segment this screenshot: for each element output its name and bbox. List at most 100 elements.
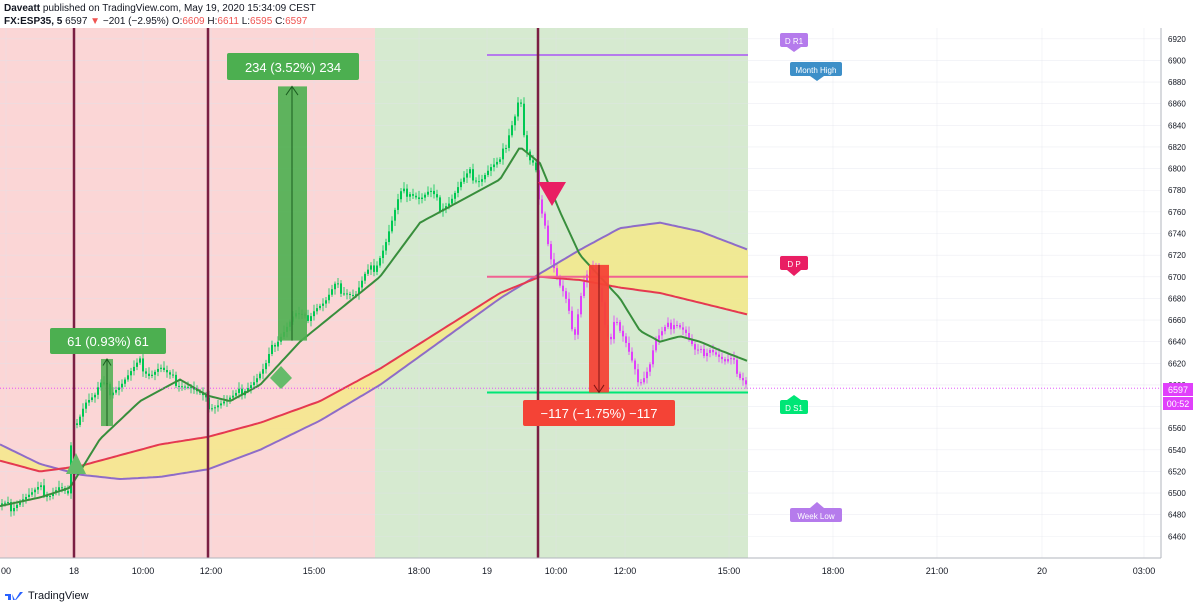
price-tick-label: 6740 — [1168, 230, 1186, 239]
candle-body — [712, 350, 714, 353]
candle-body — [181, 386, 183, 388]
last-price: 6597 — [65, 16, 88, 27]
candle-body — [145, 371, 147, 374]
candle-body — [637, 369, 639, 383]
candle-body — [373, 265, 375, 272]
footer: TradingView — [4, 590, 89, 602]
candle-body — [337, 283, 339, 285]
candle-body — [652, 350, 654, 365]
candle-body — [658, 335, 660, 340]
high-label: H: — [207, 16, 218, 27]
candle-body — [61, 487, 63, 489]
author-name[interactable]: Daveatt — [4, 3, 41, 14]
candle-body — [718, 354, 720, 357]
measure-label-up-small[interactable]: 61 (0.93%) 61 — [50, 328, 166, 354]
time-axis[interactable]: 00 18 10:00 12:00 15:00 18:00 19 10:00 12:00 15:0… — [1, 566, 1155, 576]
candle-body — [172, 374, 174, 376]
candle-body — [130, 371, 132, 376]
tradingview-logo-icon[interactable] — [4, 591, 24, 601]
brand-name[interactable]: TradingView — [28, 590, 89, 602]
candle-body — [7, 502, 9, 504]
low-value: 6595 — [250, 16, 273, 27]
candle-body — [187, 386, 189, 388]
price-change: −201 (−2.95%) — [102, 16, 170, 27]
candle-body — [316, 308, 318, 312]
level-flag-week-low[interactable]: Week Low — [790, 502, 842, 522]
ma-cloud — [0, 222, 748, 480]
low-label: L: — [241, 16, 251, 27]
candle-body — [619, 322, 621, 331]
candle-body — [238, 388, 240, 393]
time-tick-label: 18:00 — [822, 566, 845, 576]
candle-body — [562, 285, 564, 292]
level-flag-r1[interactable]: D R1 — [780, 33, 808, 52]
candle-body — [640, 382, 642, 384]
candle-body — [376, 265, 378, 272]
chart-header: Daveatt published on TradingView.com, Ma… — [4, 2, 316, 28]
entry-diamond[interactable] — [270, 366, 292, 389]
candle-body — [250, 385, 252, 389]
candle-body — [241, 388, 243, 396]
arrow-up-icon — [285, 85, 299, 96]
candle-body — [67, 490, 69, 494]
candle-body — [4, 502, 6, 504]
level-flag-month-high[interactable]: Month High — [790, 62, 842, 81]
candle-body — [628, 342, 630, 352]
candle-body — [313, 311, 315, 317]
candle-body — [700, 348, 702, 350]
candle-body — [220, 403, 222, 406]
published-info: published on TradingView.com, May 19, 20… — [42, 3, 316, 14]
candle-body — [379, 258, 381, 266]
candle-body — [265, 363, 267, 370]
candle-body — [154, 371, 156, 375]
candle-body — [646, 371, 648, 379]
candle-body — [166, 370, 168, 373]
candle-body — [151, 374, 153, 376]
candle-body — [346, 293, 348, 295]
candle-body — [382, 250, 384, 259]
candle-body — [430, 190, 432, 192]
candle-body — [79, 416, 81, 425]
price-axis[interactable]: 6920 6900 6880 6860 6840 6820 6800 6780 6760 6740… — [1168, 35, 1186, 542]
candle-body — [697, 349, 699, 351]
candle-body — [10, 502, 12, 512]
price-tick-label: 6700 — [1168, 273, 1186, 282]
candle-body — [268, 354, 270, 364]
candle-body — [586, 274, 588, 283]
measure-label-down[interactable]: −117 (−1.75%) −117 — [523, 400, 675, 426]
candle-body — [319, 305, 321, 309]
sell-signal-triangle[interactable] — [538, 182, 566, 206]
candle-body — [259, 373, 261, 379]
candle-body — [457, 187, 459, 193]
candle-body — [256, 378, 258, 383]
time-tick-label: 21:00 — [926, 566, 949, 576]
level-flag-pivot[interactable]: D P — [780, 256, 808, 276]
candle-body — [352, 294, 354, 296]
measure-label-up-big[interactable]: 234 (3.52%) 234 — [227, 53, 359, 80]
candle-body — [445, 206, 447, 209]
price-tick-label: 6460 — [1168, 532, 1186, 541]
time-tick-label: 18 — [69, 566, 79, 576]
candle-body — [649, 364, 651, 372]
candle-body — [694, 344, 696, 350]
candle-body — [361, 280, 363, 288]
candle-body — [322, 303, 324, 306]
candle-body — [742, 378, 744, 381]
price-tick-label: 6540 — [1168, 446, 1186, 455]
buy-signal-triangle[interactable] — [66, 453, 86, 474]
current-price-text: 6597 — [1168, 385, 1188, 395]
level-flag-s1[interactable]: D S1 — [780, 395, 808, 414]
open-label: O: — [171, 16, 183, 27]
candle-body — [46, 496, 48, 498]
candle-body — [13, 508, 15, 512]
candle-body — [499, 159, 501, 162]
candle-body — [496, 161, 498, 165]
candle-body — [580, 296, 582, 315]
symbol-label[interactable]: FX:ESP35, 5 — [4, 16, 63, 27]
candle-body — [484, 174, 486, 180]
candle-body — [685, 329, 687, 334]
candle-body — [325, 300, 327, 304]
candle-body — [469, 169, 471, 174]
